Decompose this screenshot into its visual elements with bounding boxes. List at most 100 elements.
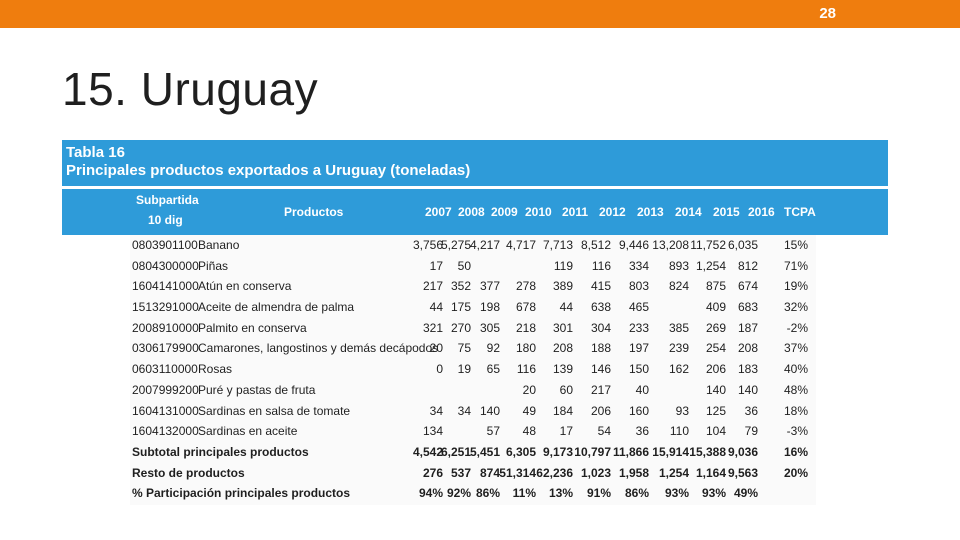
value-cell: 11,752 [690,238,726,252]
value-cell: 17 [559,424,573,439]
value-cell: 352 [450,279,471,294]
header-2010: 2010 [525,205,552,219]
summary-value-cell: 9,173 [542,444,573,459]
value-cell: 812 [737,258,758,273]
table-caption-banner: Tabla 16 Principales productos exportado… [62,140,888,186]
summary-value-cell: 6,251 [440,444,471,459]
summary-row: Resto de productos 276 537 874 51,314 62,236 1… [130,463,816,484]
value-cell: 40 [635,382,649,397]
value-cell: 7,713 [542,238,573,252]
header-subpartida: Subpartida [136,193,199,207]
value-cell: 34 [429,403,443,418]
summary-value-cell: 62,236 [536,465,573,480]
value-cell: 93 [675,403,689,418]
value-cell: 4,717 [505,238,536,252]
value-cell: 183 [737,362,758,377]
summary-value-cell: 1,023 [580,465,611,480]
subpartida-code: 1604131000 [132,403,199,418]
value-cell: 146 [590,362,611,377]
summary-value-cell: 537 [450,465,471,480]
tcpa-cell: 37% [783,341,808,356]
summary-value-cell: 86% [475,486,500,501]
value-cell: 206 [705,362,726,377]
summary-value-cell: 15,914 [652,444,689,459]
summary-value-cell: 5,451 [469,444,500,459]
summary-row: Subtotal principales productos 4,542 6,251… [130,442,816,463]
value-cell: 134 [422,424,443,439]
summary-label: % Participación principales productos [132,486,351,501]
product-name: Palmito en conserva [198,320,307,335]
value-cell: 65 [486,362,500,377]
value-cell: 49 [522,403,536,418]
value-cell: 139 [552,362,573,377]
summary-value-cell: 4,542 [412,444,443,459]
value-cell: 465 [628,300,649,315]
value-cell: 269 [705,320,726,335]
value-cell: 140 [705,382,726,397]
value-cell: 60 [559,382,573,397]
value-cell: 803 [628,279,649,294]
value-cell: 104 [705,424,726,439]
value-cell: 116 [591,258,611,273]
tcpa-cell: -3% [786,424,808,439]
header-subpartida-sub: 10 dig [148,213,183,227]
value-cell: 5,275 [440,238,471,252]
value-cell: 150 [628,362,649,377]
value-cell: 20 [522,382,536,397]
value-cell: 875 [705,279,726,294]
table-row: 0306179900 Camarones, langostinos y demás… [130,338,816,359]
tcpa-cell: 40% [783,362,808,377]
value-cell: 198 [479,300,500,315]
value-cell: 217 [422,279,443,294]
value-cell: 6,035 [727,238,758,252]
value-cell: 334 [628,258,649,273]
summary-value-cell: 91% [586,486,611,501]
value-cell: 385 [668,320,689,335]
value-cell: 79 [744,424,758,439]
value-cell: 110 [669,424,689,439]
value-cell: 54 [597,424,611,439]
value-cell: 140 [737,382,758,397]
summary-value-cell: 49% [733,486,758,501]
tcpa-cell: 32% [783,300,808,315]
product-name: Piñas [198,258,229,273]
summary-label: Subtotal principales productos [132,444,309,459]
value-cell: 13,208 [652,238,689,252]
header-2016: 2016 [748,205,775,219]
summary-tcpa-cell: 16% [783,444,808,459]
value-cell: 305 [479,320,500,335]
table-row: 1513291000 Aceite de almendra de palma 44 1… [130,297,816,318]
table-row: 0803901100 Banano 3,756 5,275 4,217 4,717 7,71… [130,235,816,256]
subpartida-code: 1604132000 [132,424,199,439]
summary-value-cell: 10,797 [574,444,611,459]
table-row: 1604131000 Sardinas en salsa de tomate 34 3… [130,401,816,422]
summary-value-cell: 11,866 [612,444,649,459]
value-cell: 239 [668,341,689,356]
page-number: 28 [819,5,836,22]
value-cell: 218 [515,320,536,335]
value-cell: 187 [737,320,758,335]
subpartida-code: 0306179900 [132,341,199,356]
value-cell: 197 [628,341,649,356]
summary-value-cell: 92% [446,486,471,501]
value-cell: 674 [737,279,758,294]
value-cell: 175 [450,300,471,315]
table-label: Tabla 16 [66,144,125,161]
summary-value-cell: 9,563 [727,465,758,480]
value-cell: 415 [590,279,611,294]
value-cell: 304 [590,320,611,335]
table-row: 2007999200 Puré y pastas de fruta 20 60 217 4… [130,380,816,401]
tcpa-cell: 71% [783,258,808,273]
summary-value-cell: 11% [512,486,536,501]
value-cell: 9,446 [618,238,649,252]
value-cell: 824 [668,279,689,294]
summary-value-cell: 1,254 [658,465,689,480]
header-productos: Productos [284,205,344,219]
value-cell: 233 [628,320,649,335]
value-cell: 1,254 [695,258,726,273]
header-2015: 2015 [713,205,740,219]
product-name: Camarones, langostinos y demás decápodos [198,341,439,356]
summary-value-cell: 94% [418,486,443,501]
value-cell: 278 [515,279,536,294]
table-row: 0804300000 Piñas 17 50 119 116 334 893 1,254 812 7… [130,256,816,277]
